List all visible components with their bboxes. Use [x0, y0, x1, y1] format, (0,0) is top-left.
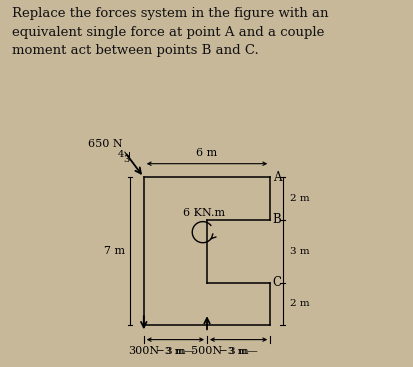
Text: 6 m: 6 m — [196, 148, 217, 159]
Text: 7 m: 7 m — [104, 246, 125, 256]
Text: B: B — [272, 213, 281, 226]
Text: A: A — [272, 171, 280, 184]
Text: 4: 4 — [117, 150, 123, 159]
Text: 3 m: 3 m — [228, 347, 248, 356]
Text: 6 KN.m: 6 KN.m — [182, 208, 224, 218]
Text: 2 m: 2 m — [290, 299, 309, 308]
Text: 650 N: 650 N — [88, 139, 122, 149]
Text: 300N: 300N — [128, 346, 159, 356]
Text: −3 m—: −3 m— — [219, 347, 257, 356]
Text: −3 m—: −3 m— — [156, 347, 194, 356]
Text: Replace the forces system in the figure with an
equivalent single force at point: Replace the forces system in the figure … — [12, 7, 328, 57]
Text: 3: 3 — [123, 155, 130, 164]
Text: 500N: 500N — [191, 346, 222, 356]
Text: 2 m: 2 m — [290, 194, 309, 203]
Text: C: C — [272, 276, 281, 289]
Text: 3 m: 3 m — [290, 247, 309, 256]
Text: 3 m: 3 m — [165, 347, 185, 356]
